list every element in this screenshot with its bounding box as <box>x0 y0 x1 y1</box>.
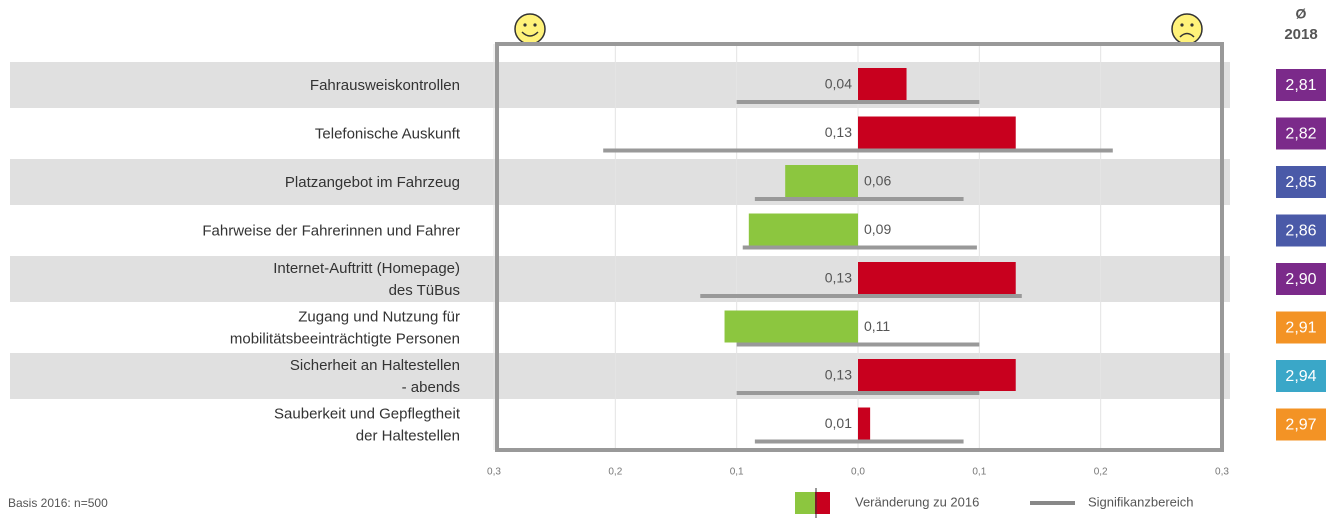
badge-label: 2,94 <box>1285 368 1316 385</box>
category-label: Fahrweise der Fahrerinnen und Fahrer <box>202 222 460 239</box>
row-band <box>10 353 1230 399</box>
x-tick-label: 0,2 <box>608 467 622 478</box>
x-tick-label: 0,1 <box>730 467 744 478</box>
category-label: Telefonische Auskunft <box>315 125 461 142</box>
x-tick-label: 0,2 <box>1094 467 1108 478</box>
badge <box>1276 408 1326 441</box>
sad-face <box>1171 13 1203 45</box>
row-band <box>10 62 1230 108</box>
x-tick-label: 0,0 <box>851 467 865 478</box>
row-band <box>10 256 1230 302</box>
bar <box>748 213 858 246</box>
badge <box>1276 117 1326 150</box>
bar <box>724 310 858 343</box>
row-band <box>10 159 1230 205</box>
badge <box>1276 166 1326 198</box>
badge <box>1276 69 1326 101</box>
legend-swatch-negative <box>795 492 815 514</box>
badge <box>1276 311 1326 344</box>
bar <box>785 165 858 197</box>
badge-title: Ø <box>1296 6 1307 22</box>
value-label: 0,06 <box>864 173 891 189</box>
category-label: Fahrausweiskontrollen <box>310 77 460 94</box>
category-label: Internet-Auftritt (Homepage) des TüBus <box>273 260 460 299</box>
value-label: 0,13 <box>825 124 852 140</box>
badge-label: 2,81 <box>1285 77 1316 94</box>
bar <box>858 407 871 440</box>
x-tick-label: 0,3 <box>487 467 501 478</box>
plot-frame <box>495 42 1224 452</box>
value-label: 0,09 <box>864 221 891 237</box>
legend-label: Signifikanzbereich <box>1088 494 1194 509</box>
category-label: Platzangebot im Fahrzeug <box>285 174 460 191</box>
badge-subtitle: 2018 <box>1284 26 1317 43</box>
bar <box>858 68 907 100</box>
bar <box>858 116 1016 149</box>
badge <box>1276 214 1326 247</box>
value-label: 0,13 <box>825 270 852 286</box>
badge <box>1276 360 1326 392</box>
category-label: Sauberkeit und Gepflegtheit der Haltestel… <box>274 405 461 444</box>
bar <box>858 359 1016 391</box>
legend-swatch-positive <box>815 492 830 514</box>
badge-label: 2,91 <box>1285 320 1316 337</box>
value-label: 0,04 <box>825 76 852 92</box>
badge-label: 2,85 <box>1285 174 1316 191</box>
category-label: Zugang und Nutzung für mobilitätsbeeinträ… <box>230 308 460 347</box>
footnote: Basis 2016: n=500 <box>8 496 108 510</box>
value-label: 0,13 <box>825 367 852 383</box>
badge-label: 2,97 <box>1285 417 1316 434</box>
badge-label: 2,82 <box>1285 126 1316 143</box>
legend-label: Veränderung zu 2016 <box>855 494 979 509</box>
badge-label: 2,86 <box>1285 223 1316 240</box>
category-label: Sicherheit an Haltestellen - abends <box>290 357 460 396</box>
bar <box>858 262 1016 294</box>
badge-label: 2,90 <box>1285 271 1316 288</box>
badge <box>1276 263 1326 295</box>
happy-face <box>514 13 546 45</box>
x-tick-label: 0,1 <box>972 467 986 478</box>
value-label: 0,01 <box>825 415 852 431</box>
x-tick-label: 0,3 <box>1215 467 1229 478</box>
value-label: 0,11 <box>864 318 890 334</box>
